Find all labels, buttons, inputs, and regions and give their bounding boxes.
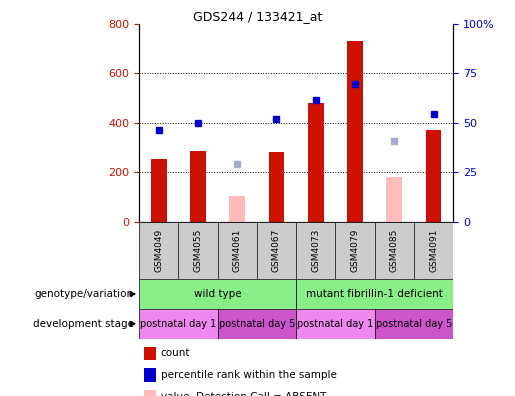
Bar [386,177,402,222]
Text: count: count [161,348,190,358]
Bar [229,196,245,222]
Text: postnatal day 5: postnatal day 5 [219,319,295,329]
Text: postnatal day 1: postnatal day 1 [140,319,216,329]
Text: wild type: wild type [194,289,242,299]
Text: genotype/variation: genotype/variation [35,289,134,299]
Text: GSM4049: GSM4049 [154,229,163,272]
Bar [151,159,166,222]
Bar [426,130,441,222]
Text: value, Detection Call = ABSENT: value, Detection Call = ABSENT [161,392,326,396]
Text: GSM4055: GSM4055 [194,229,202,272]
Text: GSM4073: GSM4073 [311,229,320,272]
Bar [308,103,323,222]
Text: GSM4067: GSM4067 [272,229,281,272]
Text: postnatal day 5: postnatal day 5 [376,319,452,329]
Text: mutant fibrillin-1 deficient: mutant fibrillin-1 deficient [306,289,443,299]
Text: GSM4061: GSM4061 [233,229,242,272]
Bar [296,309,375,339]
Text: GSM4085: GSM4085 [390,229,399,272]
Text: percentile rank within the sample: percentile rank within the sample [161,370,337,380]
Bar [375,309,453,339]
Bar [296,279,453,309]
Text: GDS244 / 133421_at: GDS244 / 133421_at [193,10,322,23]
Bar [190,151,206,222]
Bar [139,279,296,309]
Text: development stage: development stage [33,319,134,329]
Bar [139,309,217,339]
Bar [269,152,284,222]
Text: GSM4079: GSM4079 [351,229,359,272]
Bar [217,309,296,339]
Bar [347,41,363,222]
Text: postnatal day 1: postnatal day 1 [297,319,373,329]
Text: GSM4091: GSM4091 [429,229,438,272]
